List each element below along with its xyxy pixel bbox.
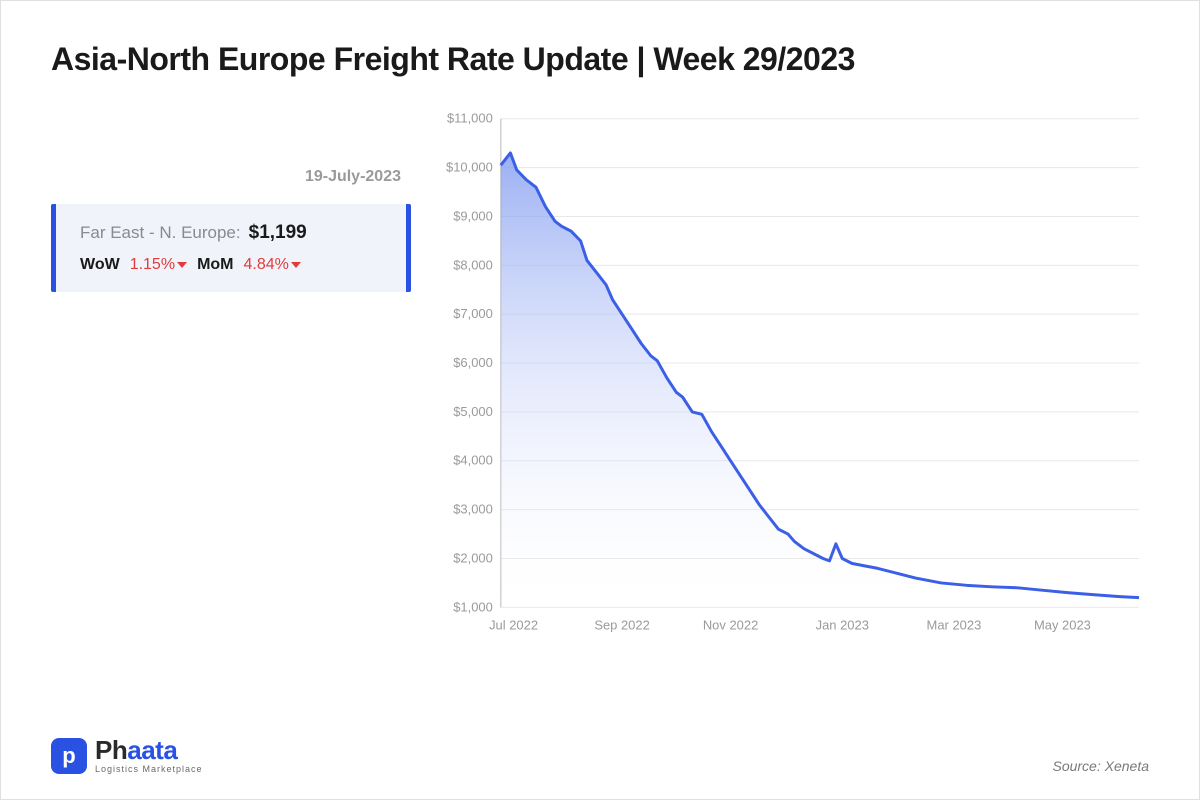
svg-text:Jan 2023: Jan 2023 [816, 617, 869, 632]
svg-text:Mar 2023: Mar 2023 [927, 617, 982, 632]
svg-text:$9,000: $9,000 [453, 208, 493, 223]
svg-text:$6,000: $6,000 [453, 355, 493, 370]
route-line: Far East - N. Europe: $1,199 [80, 222, 382, 244]
down-arrow-icon [291, 262, 301, 268]
logo-icon: p [51, 738, 87, 774]
svg-text:$3,000: $3,000 [453, 502, 493, 517]
svg-text:$10,000: $10,000 [446, 160, 493, 175]
page-title: Asia-North Europe Freight Rate Update | … [51, 41, 1149, 78]
svg-text:$2,000: $2,000 [453, 550, 493, 565]
wow-label: WoW [80, 256, 120, 274]
svg-text:Sep 2022: Sep 2022 [594, 617, 649, 632]
date-label: 19-July-2023 [51, 168, 411, 186]
mom-label: MoM [197, 256, 233, 274]
chart-container: Asia-North Europe Freight Rate Update | … [0, 0, 1200, 800]
content-row: 19-July-2023 Far East - N. Europe: $1,19… [51, 108, 1149, 653]
info-panel: 19-July-2023 Far East - N. Europe: $1,19… [51, 108, 411, 292]
mom-value: 4.84% [244, 256, 301, 274]
mom-value-text: 4.84% [244, 256, 289, 273]
logo-name-accent: aata [127, 735, 177, 765]
source-label: Source: Xeneta [1052, 758, 1149, 774]
metrics-line: WoW 1.15% MoM 4.84% [80, 256, 382, 274]
wow-value: 1.15% [130, 256, 187, 274]
route-label: Far East - N. Europe: [80, 223, 241, 243]
svg-text:$8,000: $8,000 [453, 257, 493, 272]
svg-text:$11,000: $11,000 [447, 111, 493, 126]
svg-text:$7,000: $7,000 [453, 306, 493, 321]
logo: p Phaata Logistics Marketplace [51, 737, 203, 774]
logo-name: Phaata [95, 737, 203, 763]
freight-rate-chart: $1,000 $2,000 $3,000 $4,000 $5,000 $6,000 $7,0… [431, 108, 1149, 648]
route-value: $1,199 [249, 222, 307, 244]
svg-text:$5,000: $5,000 [453, 404, 493, 419]
chart-area: $1,000 $2,000 $3,000 $4,000 $5,000 $6,000 $7,0… [431, 108, 1149, 653]
down-arrow-icon [177, 262, 187, 268]
wow-value-text: 1.15% [130, 256, 175, 273]
svg-text:Jul 2022: Jul 2022 [489, 617, 538, 632]
footer: p Phaata Logistics Marketplace Source: X… [51, 737, 1149, 774]
svg-text:$1,000: $1,000 [453, 599, 493, 614]
svg-text:$4,000: $4,000 [453, 453, 493, 468]
svg-text:May 2023: May 2023 [1034, 617, 1091, 632]
logo-name-prefix: Ph [95, 735, 127, 765]
svg-text:Nov 2022: Nov 2022 [703, 617, 758, 632]
rate-card: Far East - N. Europe: $1,199 WoW 1.15% M… [51, 204, 411, 292]
logo-text: Phaata Logistics Marketplace [95, 737, 203, 774]
logo-subtitle: Logistics Marketplace [95, 765, 203, 774]
